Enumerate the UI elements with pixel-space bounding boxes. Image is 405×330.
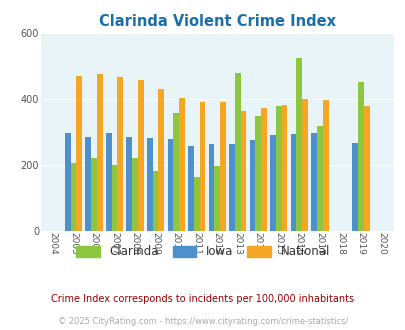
Bar <box>85 137 91 231</box>
Bar <box>126 137 132 231</box>
Bar <box>220 102 225 231</box>
Bar <box>173 113 179 231</box>
Bar <box>316 126 322 231</box>
Bar <box>281 105 287 231</box>
Bar <box>138 80 143 231</box>
Bar <box>234 73 240 231</box>
Bar <box>97 74 102 231</box>
Bar <box>158 89 164 231</box>
Bar <box>260 108 266 231</box>
Bar <box>193 177 199 231</box>
Bar <box>228 144 234 231</box>
Bar <box>76 76 82 231</box>
Bar <box>275 106 281 231</box>
Bar <box>240 111 246 231</box>
Bar <box>152 171 158 231</box>
Bar <box>111 165 117 231</box>
Bar <box>147 138 152 231</box>
Bar <box>188 146 193 231</box>
Bar <box>117 77 123 231</box>
Bar <box>296 58 301 231</box>
Bar <box>255 116 260 231</box>
Bar <box>214 166 220 231</box>
Bar <box>249 140 255 231</box>
Bar <box>199 102 205 231</box>
Bar <box>270 135 275 231</box>
Legend: Clarinda, Iowa, National: Clarinda, Iowa, National <box>71 241 334 263</box>
Bar <box>301 99 307 231</box>
Bar <box>106 133 111 231</box>
Bar <box>179 98 184 231</box>
Text: © 2025 CityRating.com - https://www.cityrating.com/crime-statistics/: © 2025 CityRating.com - https://www.city… <box>58 317 347 326</box>
Bar <box>132 158 138 231</box>
Title: Clarinda Violent Crime Index: Clarinda Violent Crime Index <box>98 14 335 29</box>
Bar <box>290 134 296 231</box>
Bar <box>357 82 363 231</box>
Text: Crime Index corresponds to incidents per 100,000 inhabitants: Crime Index corresponds to incidents per… <box>51 294 354 304</box>
Bar <box>65 133 70 231</box>
Bar <box>91 158 97 231</box>
Bar <box>167 139 173 231</box>
Bar <box>363 106 369 231</box>
Bar <box>311 133 316 231</box>
Bar <box>70 163 76 231</box>
Bar <box>352 143 357 231</box>
Bar <box>322 100 328 231</box>
Bar <box>208 144 214 231</box>
